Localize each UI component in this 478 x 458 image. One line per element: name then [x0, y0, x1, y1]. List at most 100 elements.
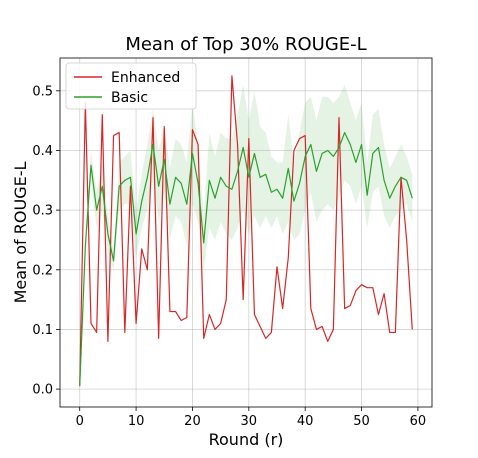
basic-point-51 [367, 195, 368, 196]
enhanced-point-22 [203, 338, 204, 339]
enhanced-point-17 [175, 311, 176, 312]
series-basic [79, 131, 413, 387]
y-tick-label-1: 0.1 [32, 323, 53, 338]
enhanced-point-23 [209, 314, 210, 315]
basic-point-30 [248, 177, 249, 178]
x-axis-label: Round (r) [209, 430, 284, 449]
basic-point-4 [102, 186, 103, 187]
basic-point-24 [214, 198, 215, 199]
enhanced-point-26 [226, 299, 227, 300]
basic-point-17 [175, 177, 176, 178]
basic-point-52 [372, 153, 373, 154]
enhanced-point-13 [152, 117, 153, 118]
basic-point-47 [344, 132, 345, 133]
basic-point-23 [209, 180, 210, 181]
basic-point-55 [389, 198, 390, 199]
basic-point-5 [107, 233, 108, 234]
basic-point-9 [130, 177, 131, 178]
ticks: 0 10 20 30 40 50 60 0.0 0.1 0.2 0.3 0.4 0.5 [32, 84, 426, 429]
enhanced-point-24 [214, 329, 215, 330]
enhanced-point-38 [293, 150, 294, 151]
y-tick-label-0: 0.0 [32, 383, 53, 398]
basic-point-44 [327, 150, 328, 151]
basic-point-57 [400, 177, 401, 178]
basic-point-14 [158, 186, 159, 187]
basic-point-29 [243, 147, 244, 148]
basic-point-20 [192, 153, 193, 154]
basic-point-43 [321, 153, 322, 154]
x-tick-label-3: 30 [241, 414, 258, 429]
basic-point-49 [355, 162, 356, 163]
basic-point-16 [169, 204, 170, 205]
basic-point-8 [124, 180, 125, 181]
enhanced-point-7 [119, 132, 120, 133]
chart-title: Mean of Top 30% ROUGE-L [125, 34, 366, 55]
enhanced-point-25 [220, 323, 221, 324]
enhanced-point-48 [350, 305, 351, 306]
enhanced-point-37 [288, 257, 289, 258]
enhanced-point-31 [254, 314, 255, 315]
enhanced-point-36 [282, 308, 283, 309]
y-tick-label-3: 0.3 [32, 204, 53, 219]
basic-point-38 [293, 201, 294, 202]
enhanced-point-45 [333, 329, 334, 330]
legend-label-basic: Basic [111, 90, 148, 106]
legend: Enhanced Basic [65, 62, 197, 110]
basic-point-54 [383, 180, 384, 181]
basic-point-25 [220, 177, 221, 178]
basic-point-40 [305, 156, 306, 157]
enhanced-point-18 [181, 320, 182, 321]
enhanced-point-6 [113, 135, 114, 136]
basic-point-27 [231, 189, 232, 190]
basic-point-35 [276, 189, 277, 190]
enhanced-line [79, 75, 413, 387]
enhanced-point-33 [265, 338, 266, 339]
basic-point-28 [237, 171, 238, 172]
basic-point-2 [90, 165, 91, 166]
basic-point-39 [299, 183, 300, 184]
enhanced-point-32 [259, 326, 260, 327]
basic-point-42 [316, 171, 317, 172]
y-tick-label-5: 0.5 [32, 84, 53, 99]
series-layer [79, 75, 413, 387]
enhanced-point-54 [383, 293, 384, 294]
enhanced-point-29 [243, 299, 244, 300]
basic-point-41 [310, 144, 311, 145]
basic-point-10 [135, 233, 136, 234]
basic-point-50 [361, 144, 362, 145]
basic-point-26 [226, 186, 227, 187]
basic-point-7 [119, 186, 120, 187]
basic-point-1 [85, 245, 86, 246]
x-tick-label-0: 0 [76, 414, 84, 429]
enhanced-point-21 [197, 144, 198, 145]
enhanced-point-59 [412, 329, 413, 330]
enhanced-point-53 [378, 314, 379, 315]
enhanced-point-12 [147, 269, 148, 270]
basic-point-59 [412, 198, 413, 199]
basic-point-58 [406, 180, 407, 181]
x-tick-label-2: 20 [184, 414, 201, 429]
enhanced-point-51 [367, 287, 368, 288]
enhanced-point-40 [305, 135, 306, 136]
enhanced-point-55 [389, 332, 390, 333]
basic-point-3 [96, 210, 97, 211]
enhanced-point-44 [327, 341, 328, 342]
basic-point-11 [141, 201, 142, 202]
basic-point-53 [378, 147, 379, 148]
basic-point-6 [113, 260, 114, 261]
y-tick-label-4: 0.4 [32, 144, 53, 159]
plot-frame [59, 57, 433, 408]
basic-point-22 [203, 242, 204, 243]
enhanced-point-27 [231, 75, 232, 76]
enhanced-point-16 [169, 311, 170, 312]
enhanced-point-5 [107, 341, 108, 342]
enhanced-point-41 [310, 308, 311, 309]
enhanced-point-4 [102, 114, 103, 115]
enhanced-point-10 [135, 323, 136, 324]
enhanced-point-28 [237, 144, 238, 145]
basic-point-15 [164, 159, 165, 160]
series-enhanced [79, 75, 413, 387]
x-tick-label-6: 60 [410, 414, 427, 429]
enhanced-point-3 [96, 332, 97, 333]
